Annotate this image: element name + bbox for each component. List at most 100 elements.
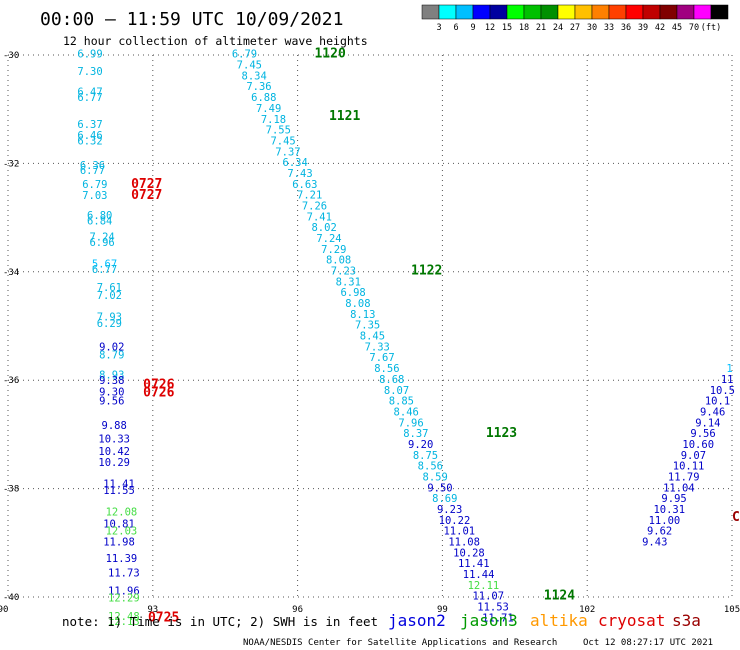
wave-height-label: 11.00: [649, 515, 681, 527]
wave-height-label: 9.38: [99, 375, 124, 387]
wave-height-label: 6.77: [92, 264, 117, 276]
time-annotation: 0725: [148, 610, 179, 625]
wave-height-label: 6.79: [232, 49, 257, 61]
wave-height-label: 11.71: [482, 612, 514, 624]
wave-height-label: 8.31: [336, 276, 361, 288]
wave-height-label: 8.56: [374, 363, 399, 375]
colorbar-swatch: [421, 4, 440, 20]
wave-height-label: 12.13: [108, 616, 140, 628]
time-annotation: 1124: [544, 589, 575, 604]
wave-height-label: 10.28: [453, 547, 485, 559]
colorbar-label: 21: [536, 23, 546, 33]
wave-height-label: 8.13: [350, 309, 375, 321]
x-tick-label: 105: [724, 605, 740, 615]
legend-altika: altika: [530, 611, 588, 630]
wave-height-label: 11.55: [103, 485, 135, 497]
data-points: 6.997.306.476.776.376.466.326.366.776.79…: [77, 49, 735, 628]
wave-height-label: 7.55: [266, 125, 291, 137]
colorbar-swatch: [557, 4, 576, 20]
wave-height-label: 11.44: [463, 569, 495, 581]
wave-height-label: 12.08: [106, 507, 138, 519]
footer-credit: NOAA/NESDIS Center for Satellite Applica…: [243, 638, 557, 648]
wave-height-label: 7.24: [89, 231, 114, 243]
wave-height-label: 11.07: [472, 591, 504, 603]
wave-height-label: 7.24: [316, 233, 341, 245]
wave-height-label: 6.46: [77, 130, 102, 142]
colorbar-swatch: [710, 4, 729, 20]
colorbar-label: (ft): [701, 23, 721, 33]
time-annotation: 1122: [411, 264, 442, 279]
wave-height-label: 11.41: [458, 558, 490, 570]
wave-height-label: 7.45: [237, 60, 262, 72]
wave-height-label: 9.88: [102, 420, 127, 432]
colorbar-swatch: [642, 4, 661, 20]
wave-height-label: 11.04: [663, 482, 695, 494]
wave-height-label: 11.98: [103, 537, 135, 549]
wave-height-label: 6.32: [77, 135, 102, 147]
wave-height-label: 9.46: [700, 406, 725, 418]
wave-height-label: 10.42: [98, 446, 130, 458]
y-tick-label: -30: [3, 51, 19, 61]
colorbar-swatch: [574, 4, 593, 20]
wave-height-label: 11.39: [106, 553, 138, 565]
wave-height-label: 6.77: [80, 165, 105, 177]
wave-height-label: 7.30: [77, 66, 102, 78]
legend-jason2: jason2: [388, 611, 446, 630]
wave-height-label: 7.93: [97, 312, 122, 324]
wave-height-label: 11.08: [448, 537, 480, 549]
colorbar-label: 24: [553, 23, 563, 33]
wave-height-label: 9.56: [690, 428, 715, 440]
wave-height-label: 6.88: [251, 92, 276, 104]
wave-height-label: 7.29: [321, 244, 346, 256]
colorbar-label: 12: [485, 23, 495, 33]
colorbar-swatch: [591, 4, 610, 20]
x-tick-label: 93: [147, 605, 158, 615]
wave-height-label: 7.37: [275, 146, 300, 158]
colorbar-label: 70: [689, 23, 699, 33]
wave-height-label: 6.98: [340, 287, 365, 299]
wave-height-label: 8.34: [242, 70, 267, 82]
colorbar-label: 27: [570, 23, 580, 33]
colorbar-label: 42: [655, 23, 665, 33]
wave-height-label: 6.77: [77, 92, 102, 104]
x-tick-label: 90: [0, 605, 8, 615]
wave-height-label: 7.03: [82, 190, 107, 202]
wave-height-label: 9.95: [661, 493, 686, 505]
footer-timestamp: Oct 12 08:27:17 UTC 2021: [583, 638, 713, 648]
colorbar-label: 36: [621, 23, 631, 33]
wave-height-label: 10.31: [653, 504, 685, 516]
wave-height-label: 6.79: [82, 179, 107, 191]
time-annotation: 0727: [131, 177, 162, 192]
wave-height-label: 8.08: [345, 298, 370, 310]
colorbar-label: 18: [519, 23, 529, 33]
colorbar-swatch: [523, 4, 542, 20]
colorbar-swatch: [676, 4, 695, 20]
wave-height-label: 8.37: [403, 428, 428, 440]
wave-height-label: 7.35: [355, 320, 380, 332]
colorbar-swatch: [608, 4, 627, 20]
wave-height-label: 8.85: [389, 396, 414, 408]
wave-height-label: 7.43: [287, 168, 312, 180]
wave-height-label: 7.61: [97, 282, 122, 294]
colorbar-label: 9: [470, 23, 475, 33]
chart-title: 00:00 – 11:59 UTC 10/09/2021: [40, 9, 343, 30]
wave-height-label: 7.36: [246, 81, 271, 93]
colorbar-swatch: [659, 4, 678, 20]
colorbar-swatch: [506, 4, 525, 20]
colorbar-label: 3: [436, 23, 441, 33]
wave-height-label: 8.75: [413, 450, 438, 462]
wave-height-label: 8.79: [99, 350, 124, 362]
x-tick-label: 99: [437, 605, 448, 615]
wave-height-label: 7.45: [270, 135, 295, 147]
wave-height-label: 7.26: [302, 200, 327, 212]
time-annotation: 1121: [329, 109, 360, 124]
wave-height-label: 7.33: [365, 341, 390, 353]
wave-height-label: 11.53: [477, 602, 509, 614]
wave-height-label: 10.1: [705, 396, 730, 408]
wave-height-label: 11.41: [103, 479, 135, 491]
time-annotation: 0726: [143, 385, 174, 400]
legend-jason3: jason3: [460, 611, 518, 630]
wave-height-label: 8.02: [311, 222, 336, 234]
wave-height-label: 9.50: [427, 482, 452, 494]
